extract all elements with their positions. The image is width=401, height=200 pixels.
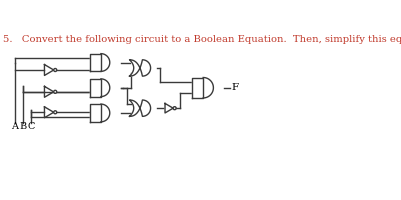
Text: A: A [12, 122, 18, 131]
Polygon shape [101, 79, 109, 97]
Circle shape [54, 111, 57, 114]
Polygon shape [90, 54, 101, 71]
Polygon shape [192, 78, 203, 98]
Text: B: B [20, 122, 27, 131]
Polygon shape [90, 79, 101, 97]
Polygon shape [165, 103, 173, 113]
Polygon shape [90, 104, 101, 122]
Text: 5.   Convert the following circuit to a Boolean Equation.  Then, simplify this e: 5. Convert the following circuit to a Bo… [3, 35, 401, 44]
Circle shape [173, 107, 176, 110]
Circle shape [54, 90, 57, 93]
Polygon shape [45, 86, 54, 97]
Polygon shape [101, 54, 109, 71]
Text: F: F [231, 83, 238, 92]
Polygon shape [101, 104, 109, 122]
Polygon shape [45, 107, 54, 118]
Polygon shape [203, 78, 213, 98]
Polygon shape [45, 65, 54, 75]
Circle shape [54, 69, 57, 72]
Polygon shape [129, 100, 150, 116]
Polygon shape [129, 60, 150, 76]
Text: C: C [28, 122, 35, 131]
